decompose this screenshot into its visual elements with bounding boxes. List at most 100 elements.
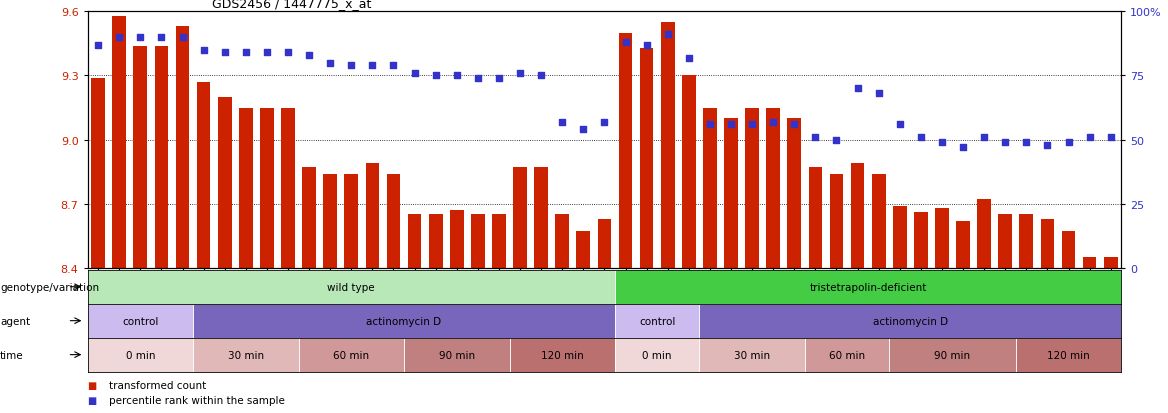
Point (617, 40, 635, 46)
Point (827, 137, 846, 143)
Point (110, 35, 128, 41)
Bar (616, 338, 700, 372)
Bar (408, 215, 422, 268)
Text: control: control (123, 316, 159, 326)
Point (595, 119, 614, 126)
Bar (154, 47, 168, 268)
Bar (91, 78, 105, 268)
Text: actinomycin D: actinomycin D (872, 316, 948, 326)
Bar (957, 221, 969, 268)
Point (848, 86, 867, 93)
Text: percentile rank within the sample: percentile rank within the sample (109, 394, 285, 405)
Bar (700, 338, 805, 372)
Bar (193, 338, 299, 372)
Bar (556, 215, 569, 268)
Bar (471, 215, 485, 268)
Bar (703, 108, 717, 268)
Point (573, 127, 592, 133)
Text: ■: ■ (88, 394, 97, 405)
Point (363, 63, 382, 69)
Bar (387, 174, 401, 268)
Bar (999, 215, 1013, 268)
Point (680, 55, 698, 62)
Bar (324, 174, 338, 268)
Point (701, 121, 719, 128)
Bar (513, 168, 527, 268)
Text: actinomycin D: actinomycin D (367, 316, 442, 326)
Bar (616, 304, 700, 338)
Text: 90 min: 90 min (934, 350, 971, 360)
Point (1080, 134, 1099, 141)
Point (954, 145, 973, 151)
Bar (661, 23, 675, 268)
Bar (281, 108, 294, 268)
Text: transformed count: transformed count (109, 380, 206, 390)
Bar (724, 119, 738, 268)
Point (911, 134, 930, 141)
Bar (239, 108, 252, 268)
Point (173, 35, 192, 41)
Bar (1020, 215, 1034, 268)
Point (531, 73, 550, 80)
Bar (619, 34, 632, 268)
Text: genotype/variation: genotype/variation (0, 282, 99, 292)
Point (131, 35, 150, 41)
Bar (299, 338, 404, 372)
Text: wild type: wild type (327, 282, 375, 292)
Bar (88, 304, 193, 338)
Bar (766, 108, 780, 268)
Point (806, 134, 825, 141)
Bar (805, 338, 889, 372)
Text: control: control (639, 316, 675, 326)
Bar (193, 304, 616, 338)
Text: ■: ■ (88, 380, 97, 390)
Text: 60 min: 60 min (333, 350, 369, 360)
Point (279, 50, 298, 57)
Bar (366, 164, 380, 268)
Bar (303, 168, 317, 268)
Point (1059, 140, 1078, 146)
Bar (829, 174, 843, 268)
Bar (936, 209, 948, 268)
Point (722, 121, 741, 128)
Bar (577, 232, 590, 268)
Text: 60 min: 60 min (829, 350, 865, 360)
Bar (850, 164, 864, 268)
Bar (88, 338, 193, 372)
Text: 30 min: 30 min (228, 350, 264, 360)
Point (342, 63, 361, 69)
Point (489, 76, 508, 82)
Text: 30 min: 30 min (734, 350, 770, 360)
Bar (492, 215, 506, 268)
Bar (534, 168, 548, 268)
Bar (871, 174, 885, 268)
Point (89, 42, 107, 49)
Point (468, 76, 487, 82)
Point (975, 134, 994, 141)
Point (996, 140, 1015, 146)
Point (447, 73, 466, 80)
Point (384, 63, 403, 69)
Point (785, 121, 804, 128)
Text: agent: agent (0, 316, 30, 326)
Point (258, 50, 277, 57)
Bar (260, 108, 273, 268)
Point (638, 42, 656, 49)
Bar (1062, 232, 1076, 268)
Point (321, 60, 340, 67)
Bar (598, 219, 611, 268)
Point (1017, 140, 1036, 146)
Bar (915, 213, 927, 268)
Point (510, 71, 529, 77)
Bar (682, 76, 696, 268)
Text: 0 min: 0 min (126, 350, 155, 360)
Point (215, 50, 234, 57)
Bar (808, 168, 822, 268)
Bar (133, 47, 147, 268)
Point (152, 35, 171, 41)
Point (764, 119, 783, 126)
Point (236, 50, 255, 57)
Bar (345, 174, 359, 268)
Text: tristetrapolin-deficient: tristetrapolin-deficient (809, 282, 927, 292)
Point (1101, 134, 1120, 141)
